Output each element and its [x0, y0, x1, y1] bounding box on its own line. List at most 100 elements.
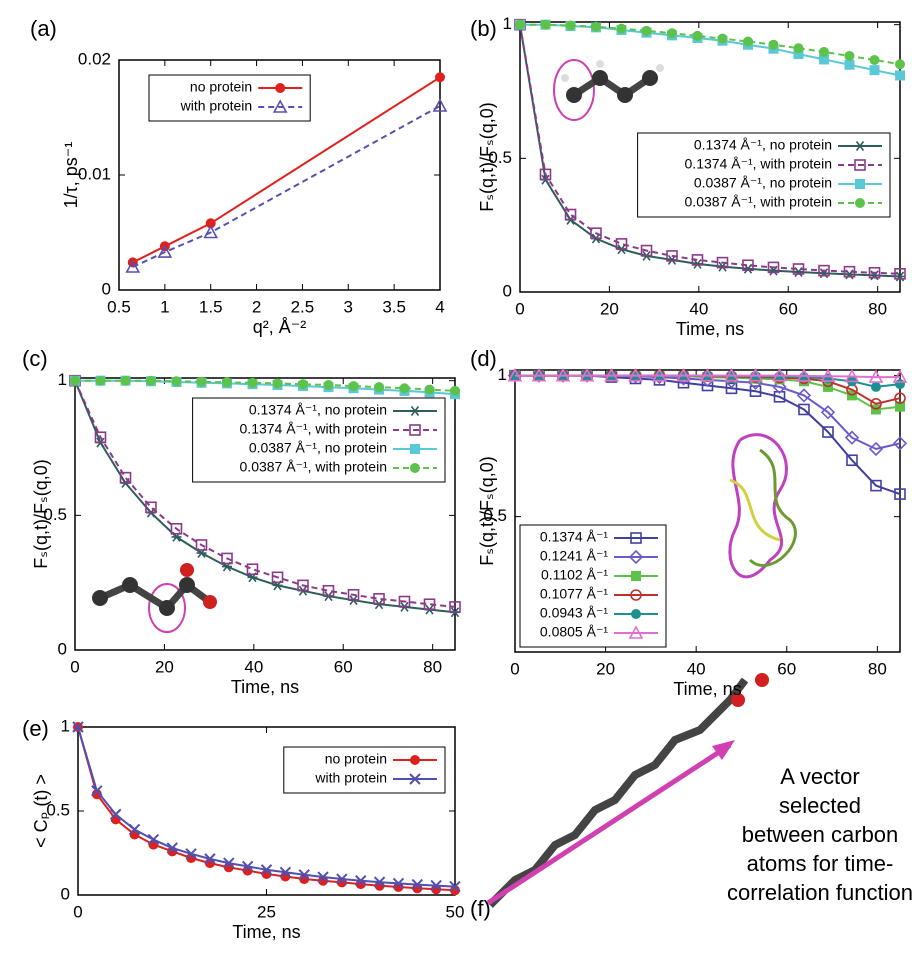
marker: [667, 28, 677, 39]
marker: [203, 224, 219, 239]
marker: [374, 382, 384, 393]
x-tick-label: 0.5: [107, 297, 131, 316]
marker: [641, 25, 652, 36]
legend-label: 0.1374 Å⁻¹, with protein: [685, 156, 832, 172]
marker: [895, 401, 905, 412]
marker: [125, 259, 141, 273]
marker: [507, 367, 523, 382]
marker: [792, 263, 805, 275]
series-line: [519, 24, 901, 278]
marker: [399, 383, 410, 394]
marker: [157, 244, 173, 258]
marker: [146, 375, 156, 386]
x-tick-label: 40: [687, 659, 706, 678]
marker: [166, 842, 178, 854]
marker: [272, 378, 283, 389]
marker: [895, 70, 905, 81]
marker: [892, 369, 908, 383]
marker: [748, 367, 763, 382]
legend-label: 0.1077 Å⁻¹: [540, 586, 608, 602]
marker: [700, 367, 715, 382]
x-tick-label: 4: [435, 297, 444, 316]
legend-label: 0.0805 Å⁻¹: [540, 624, 608, 640]
marker: [279, 866, 292, 879]
y-tick-label: 0: [102, 279, 111, 298]
marker: [398, 595, 411, 608]
marker: [355, 875, 367, 887]
x-tick-label: 20: [596, 659, 615, 678]
x-axis-label: Time, ns: [676, 319, 744, 339]
marker: [822, 426, 834, 438]
marker: [894, 488, 906, 500]
legend-box: [283, 746, 446, 794]
x-tick-label: 0: [73, 902, 82, 921]
marker: [870, 381, 881, 392]
marker: [271, 571, 284, 584]
plot-frame: [74, 377, 456, 651]
legend-marker: [854, 159, 866, 171]
marker: [652, 367, 667, 382]
marker: [120, 375, 131, 386]
x-axis-label: Time, ns: [232, 922, 300, 942]
legend-label: 0.0387 Å⁻¹, with protein: [240, 459, 387, 475]
marker: [119, 471, 132, 484]
marker: [798, 403, 810, 416]
marker: [604, 367, 619, 382]
marker: [91, 785, 103, 797]
y-tick-label: 1: [503, 14, 512, 33]
marker: [424, 384, 435, 395]
caption-line: atoms for time-: [747, 851, 894, 876]
marker: [95, 375, 106, 386]
marker: [793, 49, 804, 60]
legend-marker: [631, 609, 641, 619]
legend-label: 0.1374 Å⁻¹, no protein: [694, 137, 832, 153]
marker: [844, 368, 860, 383]
x-tick-label: 20: [600, 299, 619, 318]
legend-box: [148, 74, 311, 122]
marker: [348, 381, 359, 392]
series-line: [520, 23, 901, 66]
marker: [691, 254, 704, 266]
marker: [579, 367, 595, 382]
legend-label: no protein: [190, 79, 252, 95]
marker: [742, 259, 754, 272]
x-tick-label: 0: [70, 657, 79, 676]
y-axis-label: Fₛ(q,t)/Fₛ(q,0): [31, 459, 51, 568]
x-axis-label: q², Å⁻²: [253, 317, 307, 337]
legend-marker: [410, 406, 420, 416]
marker: [590, 227, 602, 239]
legend-label: 0.1374 Å⁻¹, no protein: [249, 402, 387, 418]
protein-d: [728, 433, 797, 579]
panel-label: (f): [470, 896, 491, 921]
marker: [449, 880, 461, 893]
marker: [373, 876, 386, 888]
y-axis-label: 1/τ, ps⁻¹: [61, 142, 81, 209]
y-tick-label: 0.5: [43, 505, 67, 524]
marker: [869, 54, 880, 65]
marker: [185, 848, 197, 860]
marker: [676, 367, 691, 382]
marker: [347, 588, 360, 601]
y-tick-label: 0: [503, 281, 512, 300]
series-line: [519, 24, 901, 275]
marker: [94, 431, 107, 444]
legend-marker: [409, 424, 421, 436]
marker: [423, 598, 436, 611]
legend-marker: [410, 463, 420, 473]
marker: [768, 39, 779, 50]
legend-marker: [410, 755, 420, 765]
x-tick-label: 3.5: [382, 297, 406, 316]
marker: [725, 382, 738, 395]
marker: [555, 367, 571, 382]
legend-marker: [855, 141, 865, 151]
x-tick-label: 40: [689, 299, 708, 318]
legend-marker: [628, 625, 644, 639]
marker: [430, 879, 442, 892]
molecule-b: [553, 59, 664, 121]
legend-marker: [272, 99, 288, 113]
series-line: [132, 76, 441, 264]
legend-box: [519, 524, 667, 648]
marker: [91, 789, 102, 800]
